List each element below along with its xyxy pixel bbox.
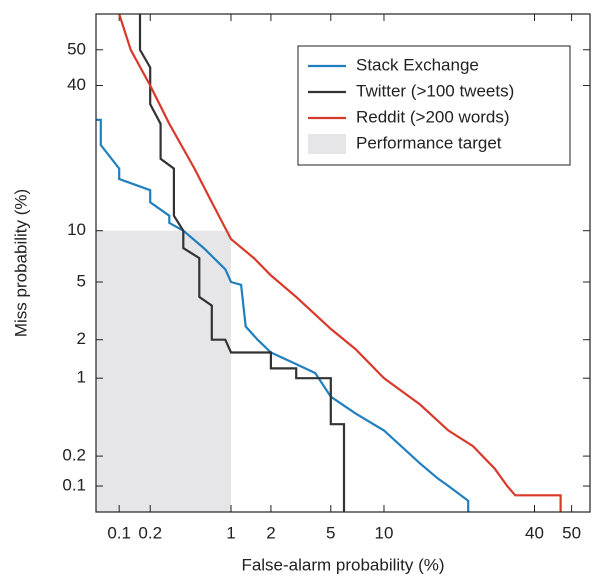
target-region: [96, 230, 232, 512]
y-tick-label: 40: [67, 75, 86, 94]
y-tick-label: 1: [77, 368, 86, 387]
legend-label: Reddit (>200 words): [356, 107, 510, 126]
series-line: [138, 14, 346, 512]
y-tick-label: 0.1: [62, 476, 86, 495]
x-tick-label: 2: [266, 523, 275, 542]
series-line: [118, 13, 562, 512]
y-axis-label: Miss probability (%): [11, 189, 30, 337]
x-tick-label: 1: [226, 523, 235, 542]
x-tick-label: 50: [562, 523, 581, 542]
x-tick-label: 5: [326, 523, 335, 542]
legend-swatch: [308, 134, 346, 154]
x-axis-label: False-alarm probability (%): [241, 555, 444, 574]
legend-label: Performance target: [356, 133, 502, 152]
plot-frame: [95, 13, 591, 513]
x-tick-label: 40: [525, 523, 544, 542]
x-tick-label: 0.2: [138, 523, 162, 542]
y-tick-label: 5: [77, 271, 86, 290]
legend-label: Twitter (>100 tweets): [356, 81, 514, 100]
legend-label: Stack Exchange: [356, 55, 479, 74]
x-tick-label: 0.1: [107, 523, 131, 542]
y-tick-label: 0.2: [62, 446, 86, 465]
y-tick-label: 50: [67, 39, 86, 58]
series-line: [96, 118, 470, 512]
y-tick-label: 2: [77, 329, 86, 348]
y-tick-label: 10: [67, 220, 86, 239]
x-tick-label: 10: [375, 523, 394, 542]
